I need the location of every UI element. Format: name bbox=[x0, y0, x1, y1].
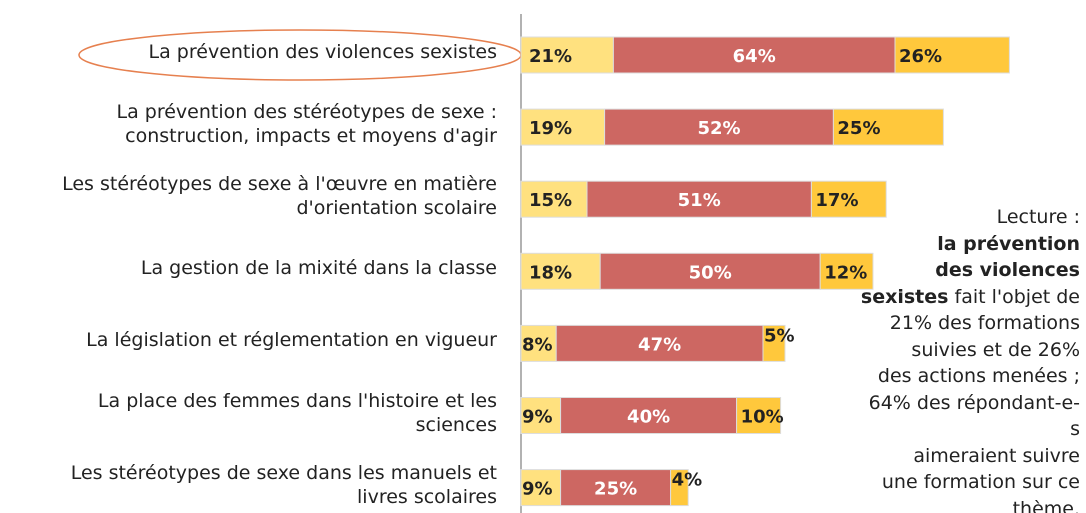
category-label: La prévention des stéréotypes de sexe : … bbox=[116, 101, 497, 148]
bar-segment bbox=[819, 252, 874, 290]
bar-segment bbox=[670, 469, 689, 507]
category-label: Les stéréotypes de sexe dans les manuels… bbox=[70, 461, 497, 508]
bar-segment bbox=[810, 180, 887, 218]
value-label: 25% bbox=[837, 118, 880, 139]
bar-segment bbox=[762, 324, 786, 362]
annotation-text: fait l'objet de 21% des formations suivi… bbox=[868, 285, 1080, 513]
bar-segment bbox=[612, 36, 896, 74]
value-label: 9% bbox=[522, 407, 553, 428]
value-label: 17% bbox=[815, 190, 858, 211]
category-label: La prévention des violences sexistes bbox=[148, 41, 497, 63]
annotation-label: Lecture : bbox=[996, 206, 1080, 228]
value-label: 64% bbox=[733, 46, 776, 67]
value-label: 10% bbox=[741, 407, 784, 428]
bar-segment bbox=[586, 180, 812, 218]
bar-segment bbox=[520, 252, 601, 290]
value-label: 50% bbox=[689, 262, 732, 283]
value-label: 9% bbox=[522, 479, 553, 500]
annotation: Lecture : la prévention des violences se… bbox=[860, 204, 1080, 513]
value-label: 12% bbox=[824, 262, 867, 283]
value-label: 5% bbox=[764, 325, 795, 346]
value-label: 52% bbox=[697, 118, 740, 139]
annotation-bold: la prévention des violences sexistes bbox=[860, 232, 1080, 308]
bar-segment bbox=[520, 36, 614, 74]
value-label: 51% bbox=[678, 190, 721, 211]
value-label: 21% bbox=[529, 46, 572, 67]
bar-segment bbox=[520, 180, 588, 218]
bar-segment bbox=[520, 397, 562, 434]
value-label: 25% bbox=[594, 479, 637, 500]
bar-segment bbox=[520, 108, 606, 146]
value-label: 8% bbox=[522, 334, 553, 355]
category-label: Les stéréotypes de sexe à l'œuvre en mat… bbox=[62, 173, 497, 220]
bar-segment bbox=[832, 108, 944, 146]
category-label: La législation et réglementation en vigu… bbox=[86, 329, 497, 352]
bar-segment bbox=[604, 108, 834, 146]
category-label: La place des femmes dans l'histoire et l… bbox=[97, 389, 497, 436]
value-label: 26% bbox=[899, 46, 942, 67]
bar-segment bbox=[599, 252, 821, 290]
value-label: 4% bbox=[672, 470, 703, 491]
bar-segment bbox=[736, 397, 782, 434]
value-label: 15% bbox=[529, 190, 572, 211]
bar-segment bbox=[520, 469, 562, 507]
bar-segment bbox=[555, 324, 764, 362]
bar-segment bbox=[560, 469, 672, 507]
value-label: 18% bbox=[529, 262, 572, 283]
value-label: 40% bbox=[627, 407, 670, 428]
bar-segment bbox=[894, 36, 1010, 74]
value-label: 47% bbox=[638, 334, 681, 355]
value-label: 19% bbox=[529, 118, 572, 139]
category-label: La gestion de la mixité dans la classe bbox=[140, 257, 497, 280]
